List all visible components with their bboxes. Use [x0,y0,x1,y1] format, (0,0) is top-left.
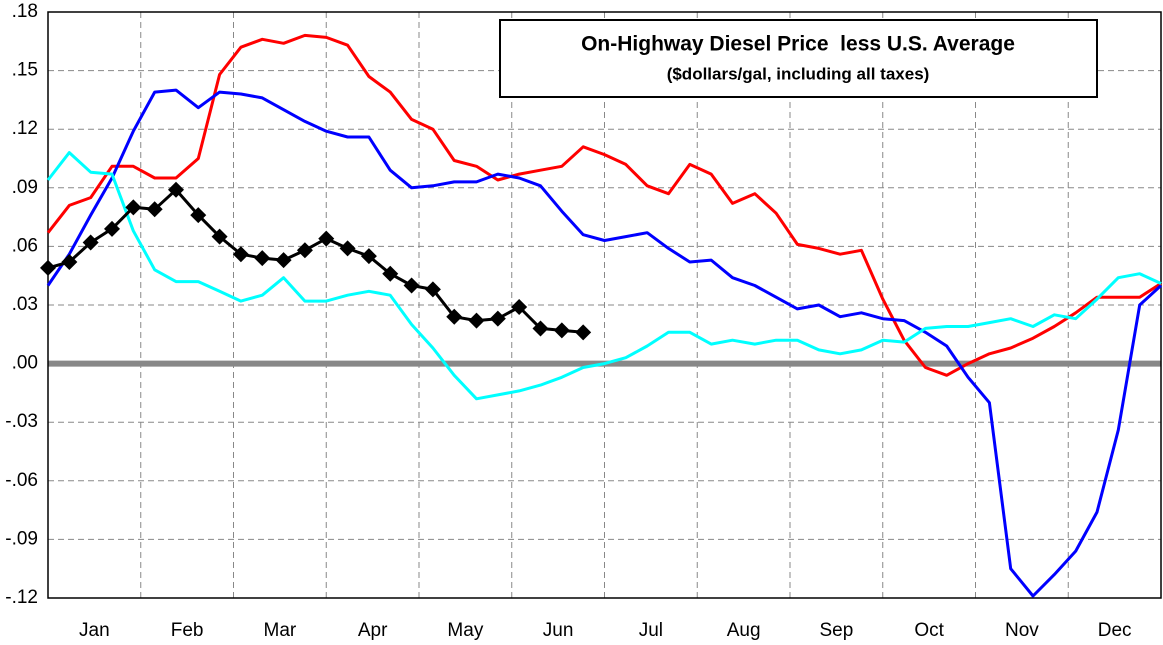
plot [40,33,1163,598]
chart-subtitle: ($dollars/gal, including all taxes) [667,64,930,83]
series-line [47,188,584,334]
diamond-marker [489,310,506,327]
x-tick-label: Nov [1005,620,1039,641]
series-line [46,88,1163,598]
y-tick-label: -.09 [5,528,38,549]
diamond-marker [167,181,184,198]
y-tick-label: .15 [12,60,38,81]
chart-title: On-Highway Diesel Price less U.S. Averag… [581,33,1015,56]
y-tick-label: .03 [12,294,38,315]
y-tick-label: .09 [12,177,38,198]
diamond-marker [446,308,463,325]
diamond-marker [468,312,485,329]
diamond-marker [403,277,420,294]
y-tick-label: .12 [12,118,38,139]
diamond-marker [103,220,120,237]
x-tick-label: Aug [727,620,761,641]
x-tick-label: Oct [914,620,944,641]
y-tick-label: .18 [12,1,38,22]
diamond-marker [82,234,99,251]
series-line [46,151,1162,401]
diamond-marker [40,259,56,276]
y-tick-label: .00 [12,353,38,374]
diamond-marker [275,252,292,269]
diamond-marker [339,240,356,257]
y-tick-label: -.06 [5,470,38,491]
x-tick-label: Apr [358,620,388,641]
plot-frame [47,11,1162,599]
diamond-marker [360,248,377,265]
diamond-marker [575,324,592,341]
x-tick-label: Mar [264,620,297,641]
diamond-marker [382,265,399,282]
diamond-marker [424,281,441,298]
diamond-marker [511,298,528,315]
y-tick-label: .06 [12,235,38,256]
grid [47,11,1162,599]
diamond-marker [532,320,549,337]
diamond-marker [61,254,78,271]
diamond-marker [211,228,228,245]
diamond-marker [146,201,163,218]
x-tick-label: Feb [171,620,204,641]
x-tick-label: Jul [639,620,663,641]
x-tick-label: Dec [1098,620,1132,641]
diamond-marker [553,322,570,339]
diamond-marker [190,207,207,224]
x-tick-label: May [447,620,483,641]
diamond-marker [254,250,271,267]
diamond-marker [125,199,142,216]
diamond-marker [232,246,249,263]
diamond-marker [296,242,313,259]
x-tick-label: Jun [543,620,574,641]
series-line [46,33,1162,377]
diamond-marker [318,230,335,247]
title-box [499,19,1098,98]
x-tick-label: Jan [79,620,110,641]
y-tick-label: -.12 [5,587,38,608]
x-tick-label: Sep [819,620,853,641]
y-tick-label: -.03 [5,411,38,432]
